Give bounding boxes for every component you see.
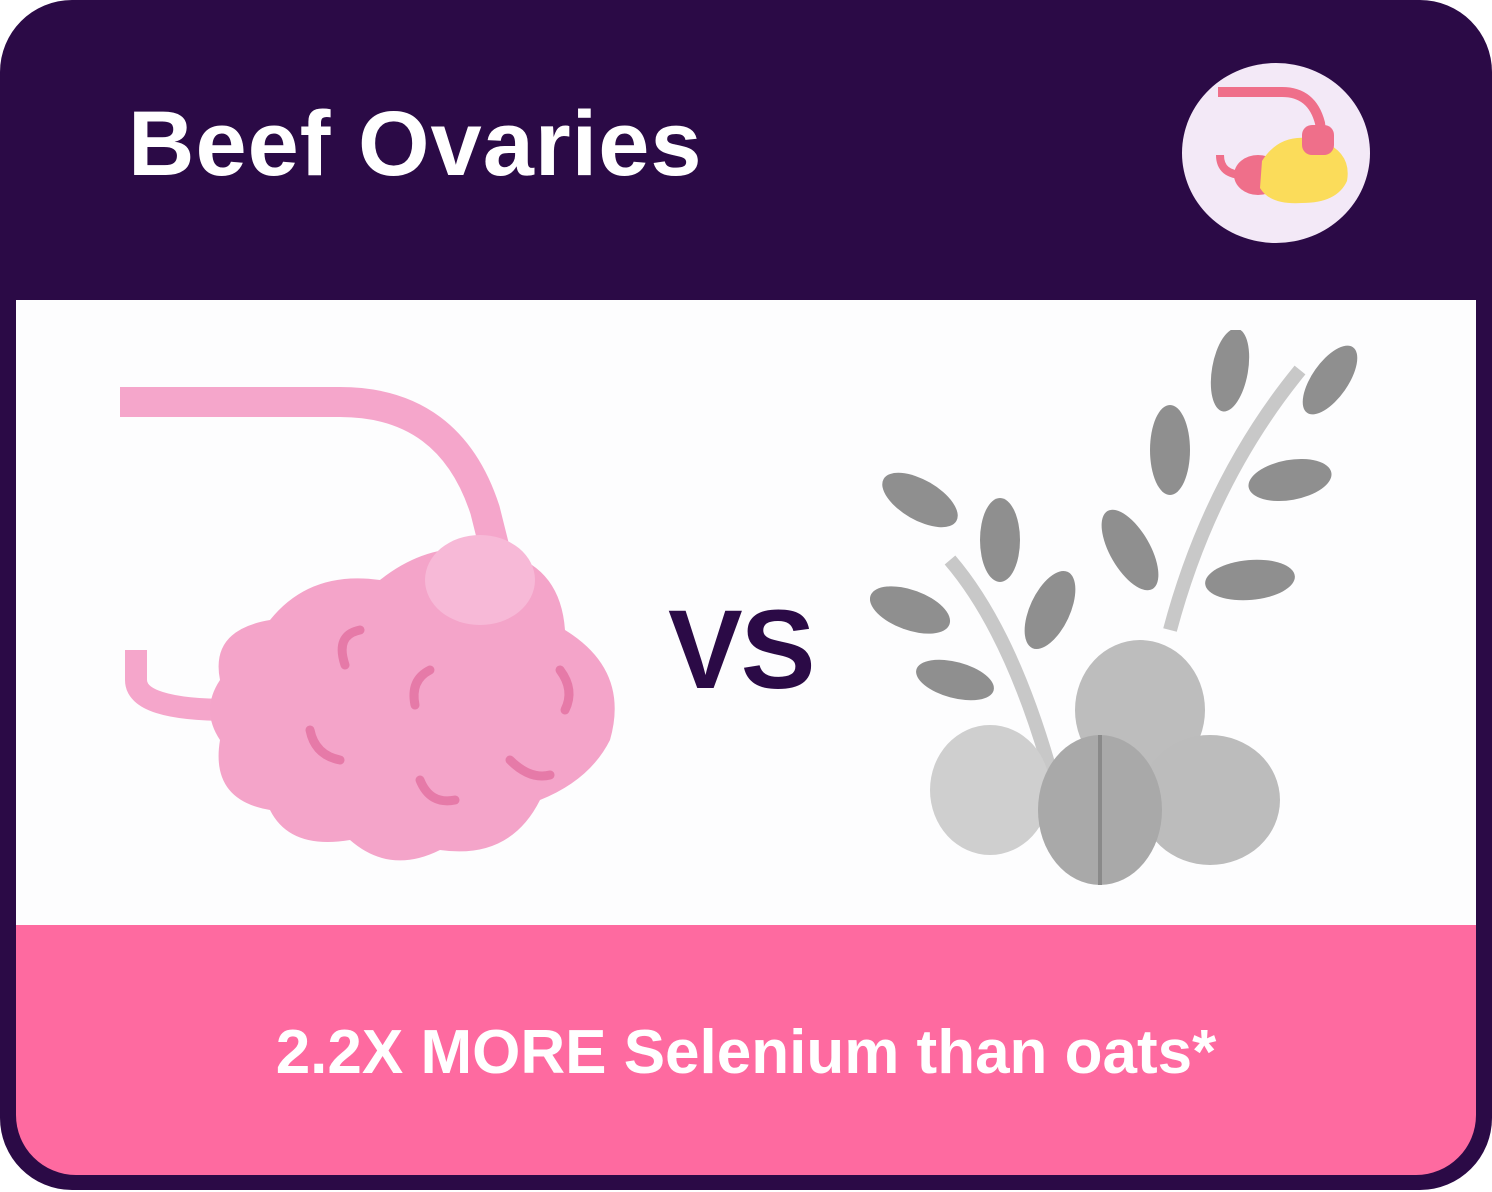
selenium-tagline: 2.2X MORE Selenium than oats*	[275, 1018, 1217, 1087]
vs-label: VS	[668, 587, 815, 712]
ovary-badge-icon	[1182, 63, 1370, 243]
oats-illustration	[870, 330, 1358, 885]
ovary-illustration	[120, 387, 615, 861]
footer-banner: 2.2X MORE Selenium than oats*	[16, 925, 1476, 1175]
page-title: Beef Ovaries	[128, 93, 703, 195]
